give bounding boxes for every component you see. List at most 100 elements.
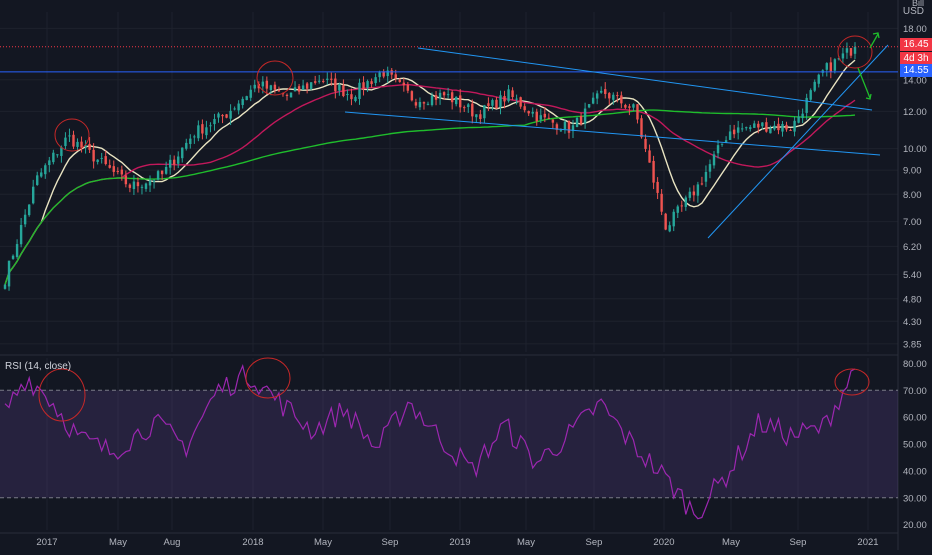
time-axis-tick: 2021 — [857, 537, 878, 548]
candle-body — [88, 143, 91, 150]
candle-body — [535, 111, 538, 122]
candle-body — [680, 205, 683, 207]
candle-body — [648, 150, 651, 163]
candle-body — [124, 175, 128, 185]
candle-body — [499, 95, 502, 108]
candle-body — [531, 111, 534, 114]
currency-label: USD — [902, 6, 924, 17]
candle-body — [301, 85, 305, 90]
candle-body — [402, 82, 406, 86]
candle-body — [237, 103, 240, 111]
time-axis-tick: Sep — [790, 537, 807, 548]
candle-body — [459, 95, 462, 108]
rsi-band-fill — [0, 390, 898, 498]
candle-body — [410, 91, 414, 101]
rsi-axis-tick: 50.00 — [903, 440, 927, 451]
candle-body — [172, 159, 176, 165]
candle-body — [446, 94, 450, 96]
candle-body — [644, 138, 647, 149]
candle-body — [56, 154, 59, 156]
scale-hint-label: Bill — [911, 0, 924, 8]
candle-body — [11, 255, 15, 259]
candle-body — [495, 99, 498, 109]
candle-body — [193, 136, 196, 138]
candle-body — [100, 157, 103, 159]
candle-body — [390, 70, 393, 75]
candle-body — [326, 78, 329, 80]
candle-body — [201, 124, 204, 134]
candle-body — [511, 90, 514, 98]
candle-body — [233, 108, 236, 110]
candle-body — [249, 89, 252, 98]
candle-body — [120, 169, 124, 175]
candle-body — [398, 79, 401, 82]
rsi-axis-tick: 80.00 — [903, 359, 927, 370]
candle-body — [366, 81, 369, 88]
candle-body — [297, 86, 301, 92]
candle-body — [487, 103, 490, 107]
candle-body — [595, 93, 599, 99]
candle-body — [261, 81, 265, 87]
candle-body — [579, 116, 583, 124]
candle-body — [583, 108, 587, 124]
candle-body — [358, 82, 361, 99]
candle-body — [636, 104, 639, 120]
candle-body — [382, 71, 385, 77]
candle-body — [164, 167, 168, 174]
price-axis-tick: 12.00 — [903, 107, 927, 118]
candle-body — [773, 125, 776, 130]
rsi-highlight-circle — [834, 368, 870, 396]
candle-body — [454, 96, 458, 105]
candle-body — [253, 84, 256, 89]
time-axis-tick: May — [109, 537, 127, 548]
rsi-axis-tick: 40.00 — [903, 466, 927, 477]
candle-body — [471, 103, 474, 117]
candle-body — [289, 92, 293, 98]
candle-body — [519, 97, 522, 107]
candle-body — [740, 128, 744, 130]
candle-body — [732, 129, 736, 135]
candle-body — [378, 72, 381, 78]
candle-body — [60, 147, 63, 156]
candle-body — [338, 84, 341, 91]
channel-lower-line — [344, 111, 881, 156]
candle-body — [293, 87, 297, 92]
candle-body — [350, 94, 353, 100]
candle-body — [269, 85, 273, 90]
candle-body — [777, 123, 780, 131]
candle-body — [168, 159, 172, 168]
time-axis-tick: May — [517, 537, 535, 548]
candle-body — [817, 74, 820, 84]
candle-body — [84, 145, 87, 148]
forecast-arrow-down — [857, 67, 871, 99]
candle-body — [761, 122, 764, 127]
price-axis-tick: 9.00 — [903, 166, 922, 177]
candle-body — [728, 131, 732, 140]
forecast-arrow-up-head — [872, 32, 880, 39]
price-axis-tick: 14.00 — [903, 75, 927, 86]
candle-body — [563, 121, 567, 130]
candle-body — [736, 127, 740, 133]
candle-body — [475, 114, 478, 118]
candle-body — [781, 123, 784, 132]
price-axis-tick: 18.00 — [903, 24, 927, 35]
candle-body — [825, 63, 829, 70]
candle-body — [148, 180, 152, 186]
candle-body — [833, 59, 837, 71]
candle-body — [853, 46, 857, 54]
candle-body — [668, 225, 671, 232]
candle-body — [841, 53, 845, 59]
candle-body — [177, 156, 180, 164]
candle-body — [793, 120, 796, 132]
candle-body — [406, 84, 410, 91]
candle-body — [112, 166, 115, 172]
candle-body — [229, 110, 232, 119]
candle-body — [245, 96, 248, 101]
candle-body — [27, 204, 31, 216]
candle-body — [370, 81, 373, 85]
candle-body — [543, 113, 547, 118]
candle-body — [185, 142, 188, 149]
candle-body — [463, 107, 466, 109]
